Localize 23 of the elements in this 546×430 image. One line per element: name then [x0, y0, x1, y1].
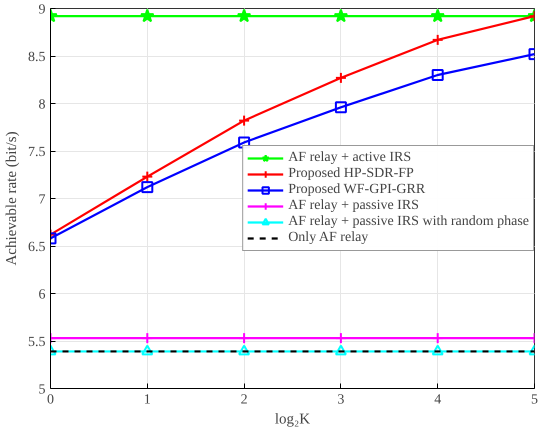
x-tick-label: 2: [240, 392, 248, 408]
y-tick-label: 9: [38, 2, 46, 18]
x-tick-label: 1: [144, 392, 151, 408]
legend-label: AF relay + active IRS: [288, 150, 412, 166]
y-tick-label: 8: [38, 98, 46, 112]
x-tick-label: 5: [531, 392, 538, 408]
y-axis-title: Achievable rate (bit/s): [4, 131, 20, 266]
legend-label: Proposed HP-SDR-FP: [288, 166, 414, 182]
x-tick-label: 3: [337, 392, 344, 408]
legend-label: Proposed WF-GPI-GRR: [288, 182, 426, 198]
legend-label: AF relay + passive IRS with random phase: [288, 214, 529, 230]
y-tick-label: 6.5: [28, 240, 46, 255]
legend-label: AF relay + passive IRS: [288, 198, 419, 214]
y-tick-label: 7: [38, 192, 46, 208]
x-tick-label: 4: [434, 392, 442, 408]
y-tick-label: 8.5: [28, 50, 46, 65]
y-tick-label: 5: [38, 382, 46, 398]
y-tick-label: 7.5: [28, 145, 46, 160]
y-tick-label: 5.5: [28, 335, 46, 350]
x-tick-label: 0: [47, 392, 54, 408]
y-tick-label: 6: [38, 288, 46, 302]
legend-label: Only AF relay: [288, 230, 368, 246]
x-axis-title: log₂K: [274, 412, 310, 428]
